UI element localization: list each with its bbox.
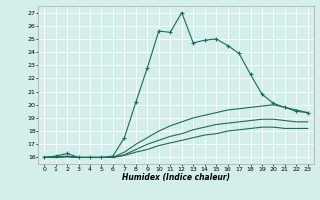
X-axis label: Humidex (Indice chaleur): Humidex (Indice chaleur) bbox=[122, 173, 230, 182]
